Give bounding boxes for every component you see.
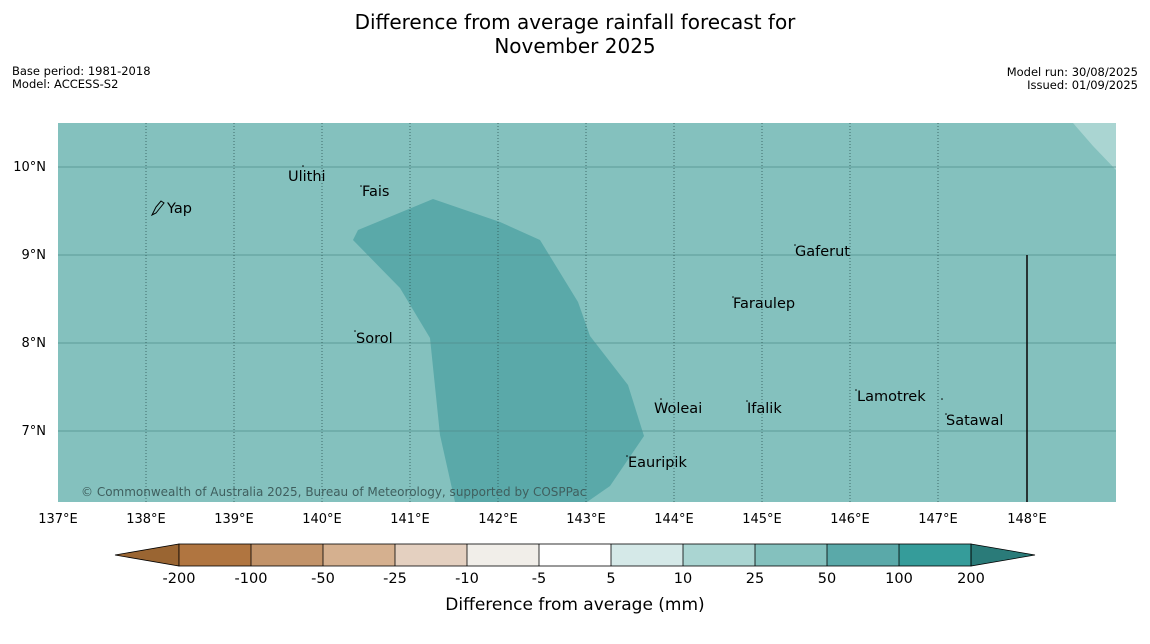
colorbar-tick-label: -10 xyxy=(455,571,479,587)
issued-text: Issued: 01/09/2025 xyxy=(1027,78,1138,92)
lon-tick-label: 147°E xyxy=(918,512,958,527)
colorbar-segment xyxy=(467,544,539,566)
colorbar-segment xyxy=(755,544,827,566)
colorbar-tick-label: -5 xyxy=(532,571,546,587)
lon-tick-label: 137°E xyxy=(38,512,78,527)
lat-tick-label: 10°N xyxy=(13,160,46,175)
place-label-ulithi: Ulithi xyxy=(288,169,326,185)
colorbar-tick-label: -25 xyxy=(383,571,407,587)
lon-tick-label: 146°E xyxy=(830,512,870,527)
island-dot xyxy=(660,398,662,400)
colorbar-tick-label: 5 xyxy=(606,571,615,587)
colorbar-segment xyxy=(683,544,755,566)
chart-title-line-2: November 2025 xyxy=(494,34,656,58)
colorbar-tick-label: 50 xyxy=(818,571,836,587)
chart-title-line-1: Difference from average rainfall forecas… xyxy=(354,10,796,34)
model-text: Model: ACCESS-S2 xyxy=(12,77,119,91)
lat-tick-label: 8°N xyxy=(22,336,47,351)
colorbar-tick-label: -50 xyxy=(311,571,335,587)
lon-tick-label: 140°E xyxy=(302,512,342,527)
colorbar-tick-label: 25 xyxy=(746,571,764,587)
colorbar-segment xyxy=(323,544,395,566)
colorbar-title: Difference from average (mm) xyxy=(445,595,704,615)
island-dot xyxy=(360,185,362,187)
colorbar-tick-label: 100 xyxy=(885,571,913,587)
colorbar-tick-label: -100 xyxy=(235,571,268,587)
colorbar-segment xyxy=(179,544,251,566)
colorbar-segment xyxy=(611,544,683,566)
colorbar-segment xyxy=(827,544,899,566)
yap-island-outline xyxy=(150,200,165,217)
colorbar-segment xyxy=(899,544,971,566)
lon-tick-label: 141°E xyxy=(390,512,430,527)
colorbar-segment xyxy=(539,544,611,566)
island-dot xyxy=(302,165,304,167)
island-dot xyxy=(941,398,943,400)
place-label-satawal: Satawal xyxy=(946,413,1003,429)
copyright-notice: © Commonwealth of Australia 2025, Bureau… xyxy=(81,485,586,499)
lon-tick-label: 143°E xyxy=(566,512,606,527)
island-dot xyxy=(354,330,356,332)
place-label-eauripik: Eauripik xyxy=(628,455,687,471)
lon-tick-label: 142°E xyxy=(478,512,518,527)
lon-tick-label: 144°E xyxy=(654,512,694,527)
rainfall-region-50-100 xyxy=(353,199,644,502)
colorbar-tick-label: 200 xyxy=(957,571,985,587)
place-label-lamotrek: Lamotrek xyxy=(857,389,926,405)
metadata-left: Base period: 1981-2018 Model: ACCESS-S2 xyxy=(12,65,151,91)
place-label-faraulep: Faraulep xyxy=(733,296,795,312)
colorbar-segment xyxy=(395,544,467,566)
colorbar-extend-high xyxy=(970,543,1036,567)
base-period-text: Base period: 1981-2018 xyxy=(12,64,151,78)
island-dot xyxy=(794,244,796,246)
lat-tick-label: 7°N xyxy=(22,424,47,439)
place-label-woleai: Woleai xyxy=(654,401,702,417)
place-label-gaferut: Gaferut xyxy=(795,244,850,260)
place-label-yap: Yap xyxy=(166,201,192,217)
metadata-right: Model run: 30/08/2025 Issued: 01/09/2025 xyxy=(1007,66,1138,92)
lon-tick-label: 148°E xyxy=(1007,512,1047,527)
colorbar-tick-label: -200 xyxy=(163,571,196,587)
island-dot xyxy=(732,296,734,298)
model-run-text: Model run: 30/08/2025 xyxy=(1006,65,1138,79)
lon-tick-label: 138°E xyxy=(126,512,166,527)
lon-tick-label: 145°E xyxy=(742,512,782,527)
island-dot xyxy=(626,455,628,457)
place-label-sorol: Sorol xyxy=(356,331,393,347)
rainfall-region-10-25 xyxy=(1073,123,1116,170)
island-dot xyxy=(945,413,947,415)
place-label-fais: Fais xyxy=(362,184,389,200)
colorbar-frame xyxy=(178,543,972,567)
island-dot xyxy=(746,400,748,402)
place-label-ifalik: Ifalik xyxy=(747,401,782,417)
lat-tick-label: 9°N xyxy=(22,248,47,263)
colorbar xyxy=(114,543,1036,567)
island-dot xyxy=(855,389,857,391)
colorbar-segment xyxy=(251,544,323,566)
colorbar-extend-low xyxy=(114,543,180,567)
lon-tick-label: 139°E xyxy=(214,512,254,527)
colorbar-tick-label: 10 xyxy=(674,571,692,587)
